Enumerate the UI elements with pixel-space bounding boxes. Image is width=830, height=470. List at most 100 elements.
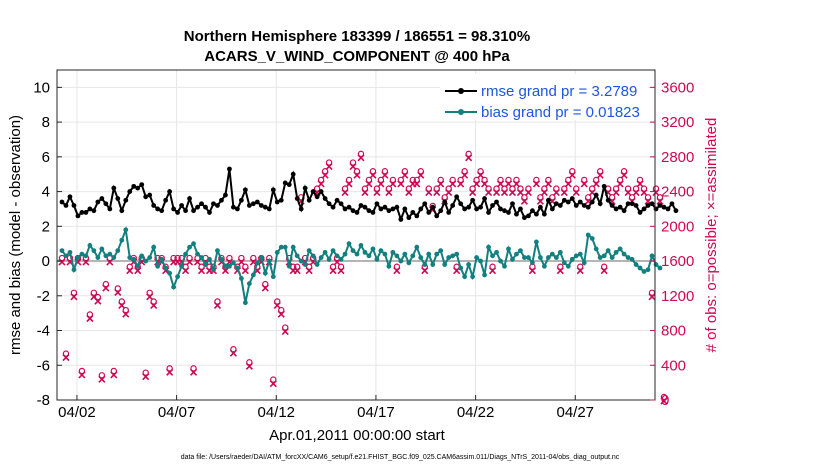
obs-possible-marker [102, 280, 110, 288]
x-tick-label: 04/17 [357, 404, 395, 421]
rmse-point [274, 199, 280, 205]
rmse-point [565, 199, 571, 205]
y-tick-label: 0 [42, 253, 50, 270]
rmse-point [143, 194, 149, 200]
bias-point [581, 260, 587, 266]
bias-point [191, 241, 196, 247]
obs-possible-marker [373, 185, 381, 192]
bias-point [67, 249, 73, 255]
obs-possible-marker [122, 306, 129, 314]
rmse-point [434, 213, 440, 219]
obs-possible-marker [509, 185, 516, 192]
obs-assimilated-marker [484, 189, 493, 197]
legend-swatch-marker [458, 109, 464, 115]
obs-possible-marker [337, 263, 345, 270]
obs-assimilated-marker [58, 258, 66, 266]
y-tick-label: -6 [37, 357, 50, 374]
obs-assimilated-marker [166, 368, 174, 376]
rmse-point [211, 201, 216, 207]
bias-point [342, 251, 348, 257]
obs-assimilated-marker [70, 293, 78, 301]
bias-point [442, 262, 448, 267]
y-right-tick-label: 400 [661, 357, 686, 374]
obs-possible-marker [481, 176, 488, 184]
x-tick-label: 04/27 [556, 404, 594, 421]
bias-point [266, 258, 272, 264]
obs-assimilated-marker [656, 197, 664, 205]
bias-point [282, 244, 288, 250]
obs-assimilated-marker [182, 267, 190, 275]
rmse-point [231, 204, 236, 210]
obs-assimilated-marker [261, 284, 269, 292]
obs-possible-marker [238, 254, 245, 262]
obs-possible-marker [146, 289, 153, 296]
rmse-point [270, 187, 276, 193]
obs-assimilated-marker [142, 373, 150, 381]
bias-point [183, 251, 188, 257]
obs-possible-marker [505, 176, 512, 184]
obs-assimilated-marker [449, 180, 457, 188]
obs-possible-marker [278, 306, 285, 314]
bias-point [211, 267, 216, 273]
obs-assimilated-marker [62, 354, 70, 362]
obs-assimilated-marker [457, 180, 465, 188]
bias-point [553, 255, 559, 260]
rmse-point [402, 206, 408, 212]
legend: rmse grand pr = 3.2789 bias grand pr = 0.… [440, 74, 648, 121]
obs-assimilated-marker [544, 180, 552, 188]
obs-possible-marker [393, 263, 401, 270]
obs-possible-marker [321, 168, 329, 175]
rmse-point [665, 206, 671, 212]
rmse-point [151, 203, 157, 208]
bias-point [75, 255, 81, 260]
bias-point [91, 248, 97, 254]
obs-assimilated-marker [461, 171, 469, 179]
bias-point [274, 249, 280, 255]
bias-point [482, 272, 487, 278]
rmse-point [234, 206, 240, 212]
rmse-point [278, 197, 284, 203]
obs-possible-marker [425, 185, 432, 192]
y-tick-label: 4 [42, 184, 50, 201]
bias-point [450, 253, 456, 259]
rmse-point [91, 208, 97, 214]
rmse-point [390, 206, 396, 212]
bias-point [175, 274, 180, 280]
rmse-point [346, 204, 352, 210]
obs-possible-marker [457, 176, 464, 184]
bias-point [195, 251, 200, 257]
rmse-point [199, 201, 204, 207]
obs-assimilated-marker [185, 258, 194, 266]
obs-possible-marker [585, 194, 592, 201]
rmse-point [545, 197, 551, 203]
bias-point [71, 267, 77, 273]
rmse-point [478, 204, 483, 210]
rmse-point [366, 208, 372, 214]
bias-point [506, 246, 511, 252]
rmse-point [422, 201, 428, 207]
rmse-point [254, 199, 260, 205]
x-tick-label: 04/02 [58, 404, 96, 421]
obs-possible-marker [329, 263, 337, 270]
rmse-point [541, 211, 547, 217]
obs-possible-marker [501, 185, 508, 192]
legend-label: bias grand pr = 0.01823 [481, 104, 640, 121]
rmse-point [370, 210, 376, 215]
bias-point [549, 251, 555, 257]
bias-point [386, 263, 392, 269]
bias-point [418, 255, 424, 260]
rmse-point [617, 204, 623, 210]
rmse-point [641, 206, 647, 212]
obs-assimilated-marker [122, 310, 130, 318]
rmse-point [418, 206, 424, 212]
rmse-point [382, 204, 388, 210]
bias-point [378, 248, 384, 254]
obs-assimilated-marker [600, 267, 608, 275]
rmse-point [609, 203, 615, 208]
y-axis-ticks: -8 -6 -4 -2 0 2 4 6 8 10 [33, 79, 62, 409]
obs-assimilated-marker [82, 258, 90, 266]
rmse-point [502, 208, 507, 214]
obs-assimilated-marker [421, 267, 429, 275]
bias-point [366, 253, 372, 259]
